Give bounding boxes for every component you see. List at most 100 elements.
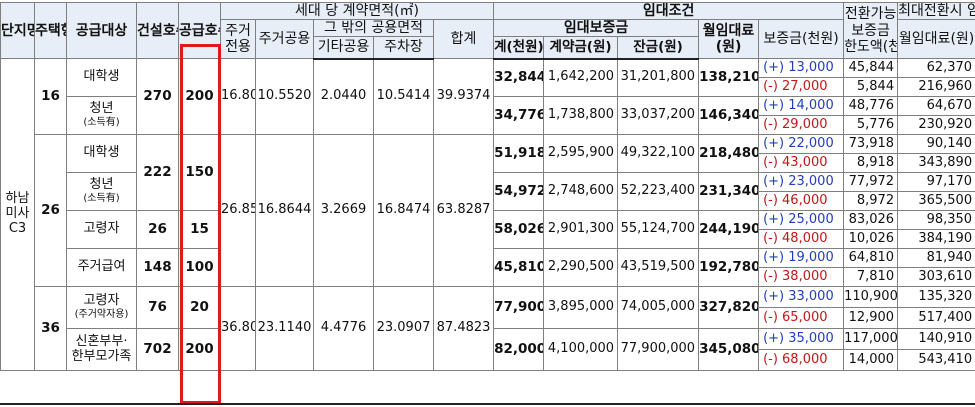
max-rent-cell: 517,400 — [897, 307, 975, 330]
header-type: 주택형 — [34, 1, 67, 60]
conversion-plus-cell: (+) 22,000 — [758, 134, 845, 155]
area-total-cell: 63.8287 — [432, 134, 495, 288]
conversion-plus-cell: (+) 35,000 — [758, 328, 845, 351]
type-26: 26 — [34, 134, 67, 288]
supply-units-cell: 200 — [178, 58, 221, 136]
complex-name-cell: 하남미사C3 — [0, 58, 35, 372]
built-units-cell: 76 — [136, 286, 179, 330]
max-rent-cell: 303,610 — [897, 267, 975, 288]
max-rent-cell: 98,350 — [897, 210, 975, 231]
deposit-total-cell: 54,972 — [493, 172, 545, 212]
conversion-plus-cell: (+) 14,000 — [758, 96, 845, 117]
monthly-rent-cell: 327,820 — [698, 286, 760, 330]
built-units-cell: 222 — [136, 134, 179, 212]
target-cell: 청년 (소득有) — [66, 172, 137, 212]
header-deposit-total: 계(천원) — [493, 36, 545, 60]
deposit-total-cell: 32,844 — [493, 58, 545, 98]
supply-units-cell: 100 — [178, 248, 221, 288]
parking-cell: 16.8474 — [373, 134, 434, 288]
max-deposit-cell: 45,844 — [843, 58, 899, 79]
parking-cell: 23.0907 — [373, 286, 434, 372]
contract-fee-cell: 1,642,200 — [543, 58, 619, 98]
monthly-rent-cell: 146,340 — [698, 96, 760, 136]
conversion-minus-cell: (-) 38,000 — [758, 267, 845, 288]
balance-cell: 55,124,700 — [617, 210, 700, 250]
max-deposit-cell: 64,810 — [843, 248, 899, 269]
contract-fee-cell: 1,738,800 — [543, 96, 619, 136]
header-target: 공급대상 — [66, 1, 137, 60]
res-exclusive-cell: 36.80 — [220, 286, 256, 372]
deposit-total-cell: 58,026 — [493, 210, 545, 250]
header-lease-group: 임대조건 — [493, 1, 845, 21]
header-conversion-limit: 전환가능 보증금 한도액(천원) — [843, 1, 899, 60]
built-units-cell: 148 — [136, 248, 179, 288]
res-exclusive-cell: 16.80 — [220, 58, 256, 136]
header-res-common: 주거공용 — [255, 19, 314, 60]
max-rent-cell: 135,320 — [897, 286, 975, 309]
balance-cell: 74,005,000 — [617, 286, 700, 330]
conversion-minus-cell: (-) 27,000 — [758, 77, 845, 98]
supply-units-cell: 20 — [178, 286, 221, 330]
res-common-cell: 16.8644 — [255, 134, 314, 288]
header-res-exclusive: 주거전용 — [220, 19, 256, 60]
max-deposit-cell: 8,972 — [843, 191, 899, 212]
header-other-common: 기타공용 — [313, 36, 374, 60]
max-deposit-cell: 73,918 — [843, 134, 899, 155]
res-common-cell: 10.5520 — [255, 58, 314, 136]
target-cell: 신혼부부· 한부모가족 — [66, 328, 137, 372]
res-exclusive-cell: 26.85 — [220, 134, 256, 288]
max-rent-cell: 365,500 — [897, 191, 975, 212]
target-cell: 고령자 (주거약자용) — [66, 286, 137, 330]
max-deposit-cell: 5,776 — [843, 115, 899, 136]
conversion-minus-cell: (-) 65,000 — [758, 307, 845, 330]
built-units-cell: 26 — [136, 210, 179, 250]
balance-cell: 52,223,400 — [617, 172, 700, 212]
header-area-total: 합계 — [432, 19, 495, 60]
table-bottom-rule — [0, 403, 975, 405]
area-total-cell: 87.4823 — [432, 286, 495, 372]
monthly-rent-cell: 244,190 — [698, 210, 760, 250]
contract-fee-cell: 2,748,600 — [543, 172, 619, 212]
monthly-rent-cell: 218,480 — [698, 134, 760, 174]
header-other-common-group: 그 밖의 공용면적 — [313, 19, 434, 38]
monthly-rent-cell: 231,340 — [698, 172, 760, 212]
area-total-cell: 39.9374 — [432, 58, 495, 136]
header-balance: 잔금(원) — [617, 36, 700, 60]
max-rent-cell: 64,670 — [897, 96, 975, 117]
supply-units-cell: 15 — [178, 210, 221, 250]
conversion-plus-cell: (+) 19,000 — [758, 248, 845, 269]
built-units-cell: 702 — [136, 328, 179, 372]
other-common-cell: 2.0440 — [313, 58, 374, 136]
conversion-plus-cell: (+) 33,000 — [758, 286, 845, 309]
monthly-rent-cell: 192,780 — [698, 248, 760, 288]
max-deposit-cell: 83,026 — [843, 210, 899, 231]
header-area-group: 세대 당 계약면적(㎡) — [219, 1, 495, 21]
built-units-cell: 270 — [136, 58, 179, 136]
max-deposit-cell: 77,972 — [843, 172, 899, 193]
max-rent-cell: 384,190 — [897, 229, 975, 250]
balance-cell: 43,519,500 — [617, 248, 700, 288]
max-deposit-cell: 48,776 — [843, 96, 899, 117]
contract-fee-cell: 2,290,500 — [543, 248, 619, 288]
max-rent-cell: 543,410 — [897, 349, 975, 372]
header-supply-units: 공급호수 — [178, 1, 221, 60]
balance-cell: 77,900,000 — [617, 328, 700, 372]
deposit-total-cell: 77,900 — [493, 286, 545, 330]
header-deposit-group: 임대보증금 — [493, 19, 700, 38]
header-max-conversion: 최대전환시 임대조건 — [897, 1, 975, 21]
header-max-rent: 월임대료(원) — [897, 19, 975, 60]
max-rent-cell: 97,170 — [897, 172, 975, 193]
conversion-minus-cell: (-) 43,000 — [758, 153, 845, 174]
deposit-total-cell: 82,000 — [493, 328, 545, 372]
max-rent-cell: 90,140 — [897, 134, 975, 155]
monthly-rent-cell: 345,080 — [698, 328, 760, 372]
target-cell: 대학생 — [66, 134, 137, 174]
header-built-units: 건설호수 — [136, 1, 179, 60]
target-cell: 대학생 — [66, 58, 137, 98]
conversion-minus-cell: (-) 68,000 — [758, 349, 845, 372]
header-max-deposit: 보증금(천원) — [758, 19, 845, 60]
max-rent-cell: 216,960 — [897, 77, 975, 98]
deposit-total-cell: 45,810 — [493, 248, 545, 288]
contract-fee-cell: 3,895,000 — [543, 286, 619, 330]
max-rent-cell: 81,940 — [897, 248, 975, 269]
